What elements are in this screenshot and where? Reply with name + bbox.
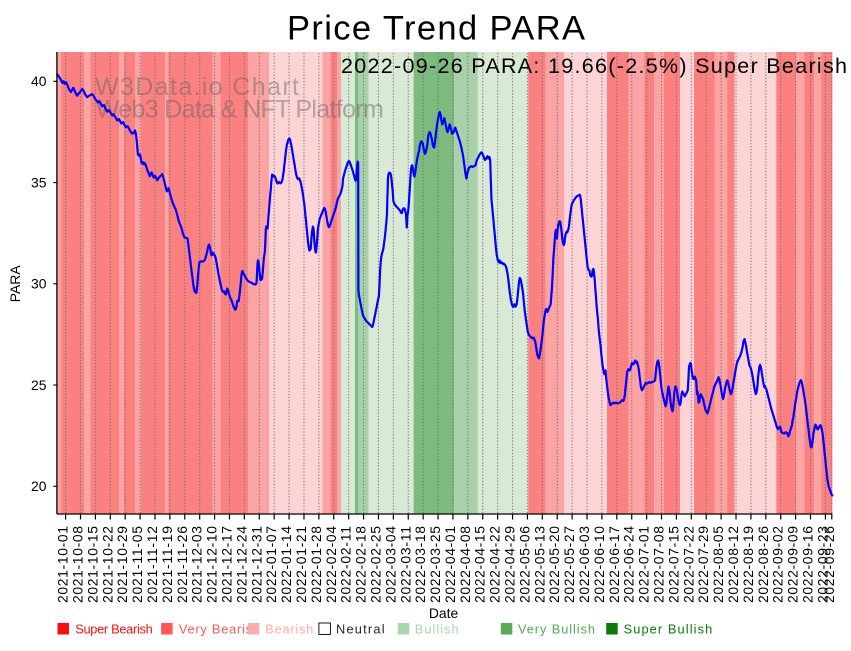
svg-text:2021-12-31: 2021-12-31 <box>248 526 264 603</box>
svg-text:2022-06-03: 2022-06-03 <box>576 526 592 603</box>
svg-text:2022-04-15: 2022-04-15 <box>472 526 488 603</box>
svg-text:2022-07-08: 2022-07-08 <box>651 526 667 603</box>
svg-text:2022-08-12: 2022-08-12 <box>725 526 741 603</box>
svg-text:2021-12-10: 2021-12-10 <box>204 526 220 603</box>
svg-text:2021-11-26: 2021-11-26 <box>174 526 190 603</box>
svg-text:2021-10-15: 2021-10-15 <box>84 526 100 603</box>
svg-text:2021-11-05: 2021-11-05 <box>129 526 145 603</box>
svg-text:2022-01-21: 2022-01-21 <box>293 526 309 603</box>
svg-text:2022-05-06: 2022-05-06 <box>516 526 532 603</box>
svg-text:2022-03-11: 2022-03-11 <box>397 526 413 603</box>
svg-text:2022-09-26: 2022-09-26 <box>821 526 837 603</box>
svg-text:Very Bullish: Very Bullish <box>518 622 595 637</box>
svg-text:2022-03-18: 2022-03-18 <box>412 526 428 603</box>
svg-text:W3Data.io Chart: W3Data.io Chart <box>95 73 299 101</box>
svg-text:30: 30 <box>31 276 47 292</box>
svg-text:2022-02-11: 2022-02-11 <box>338 526 354 603</box>
svg-text:Date: Date <box>429 605 459 621</box>
svg-text:2022-07-22: 2022-07-22 <box>680 526 696 603</box>
svg-text:2021-10-01: 2021-10-01 <box>55 526 71 603</box>
svg-text:2022-01-07: 2022-01-07 <box>263 526 279 603</box>
svg-text:2022-05-27: 2022-05-27 <box>561 526 577 603</box>
svg-text:2022-05-20: 2022-05-20 <box>546 526 562 603</box>
svg-text:2021-11-12: 2021-11-12 <box>144 526 160 603</box>
svg-text:2022-06-24: 2022-06-24 <box>621 526 637 603</box>
svg-text:2022-02-04: 2022-02-04 <box>323 526 339 603</box>
svg-text:2022-04-01: 2022-04-01 <box>442 526 458 603</box>
svg-text:Very Bearish: Very Bearish <box>179 622 260 637</box>
svg-text:2021-10-08: 2021-10-08 <box>70 526 86 603</box>
svg-text:2022-07-29: 2022-07-29 <box>695 526 711 603</box>
svg-text:2022-03-04: 2022-03-04 <box>382 526 398 603</box>
svg-text:2022-01-28: 2022-01-28 <box>308 526 324 603</box>
svg-text:2022-09-09: 2022-09-09 <box>785 526 801 603</box>
svg-text:2022-07-15: 2022-07-15 <box>665 526 681 603</box>
svg-text:2022-08-05: 2022-08-05 <box>710 526 726 603</box>
svg-text:2022-04-22: 2022-04-22 <box>487 526 503 603</box>
svg-text:2022-06-10: 2022-06-10 <box>591 526 607 603</box>
svg-text:2022-07-01: 2022-07-01 <box>636 526 652 603</box>
svg-text:2022-05-13: 2022-05-13 <box>531 526 547 603</box>
svg-text:Web3 Data & NFT Platform: Web3 Data & NFT Platform <box>96 96 384 124</box>
svg-text:20: 20 <box>31 478 47 494</box>
svg-text:Bearish: Bearish <box>265 622 313 637</box>
svg-text:2022-01-14: 2022-01-14 <box>278 526 294 603</box>
svg-text:Price Trend PARA: Price Trend PARA <box>287 10 585 48</box>
svg-text:2022-02-25: 2022-02-25 <box>368 526 384 603</box>
svg-text:2022-09-02: 2022-09-02 <box>770 526 786 603</box>
svg-text:2022-04-29: 2022-04-29 <box>502 526 518 603</box>
svg-text:40: 40 <box>31 73 47 89</box>
svg-text:35: 35 <box>31 175 47 191</box>
svg-text:2022-09-16: 2022-09-16 <box>800 526 816 603</box>
svg-text:2022-08-19: 2022-08-19 <box>740 526 756 603</box>
svg-text:2021-12-03: 2021-12-03 <box>189 526 205 603</box>
svg-text:2022-09-23: 2022-09-23 <box>814 526 830 603</box>
svg-text:2021-10-29: 2021-10-29 <box>114 526 130 603</box>
svg-text:2022-08-26: 2022-08-26 <box>755 526 771 603</box>
svg-text:2021-12-17: 2021-12-17 <box>219 526 235 603</box>
svg-text:2022-06-17: 2022-06-17 <box>606 526 622 603</box>
svg-text:Super Bearish: Super Bearish <box>75 622 153 637</box>
svg-text:2022-04-08: 2022-04-08 <box>457 526 473 603</box>
svg-text:PARA: PARA <box>7 265 23 303</box>
svg-text:Super Bullish: Super Bullish <box>624 622 713 637</box>
svg-text:2021-12-24: 2021-12-24 <box>233 526 249 603</box>
svg-text:2022-02-18: 2022-02-18 <box>353 526 369 603</box>
svg-text:2021-10-22: 2021-10-22 <box>99 526 115 603</box>
svg-text:Bullish: Bullish <box>415 622 459 637</box>
svg-text:Neutral: Neutral <box>336 622 385 637</box>
svg-text:2021-11-19: 2021-11-19 <box>159 526 175 603</box>
svg-text:25: 25 <box>31 377 47 393</box>
svg-text:2022-03-25: 2022-03-25 <box>427 526 443 603</box>
